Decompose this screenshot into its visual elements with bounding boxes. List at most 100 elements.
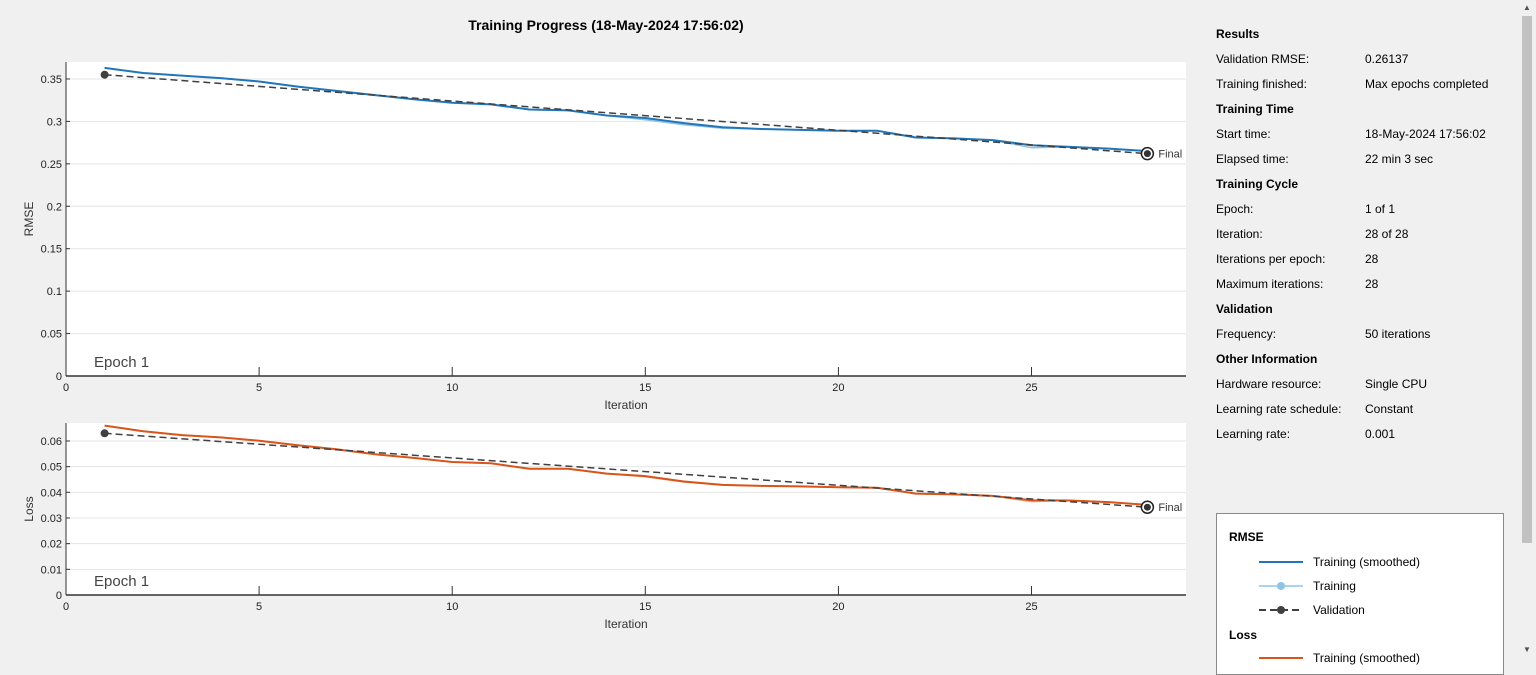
rmse-validation-line xyxy=(104,73,1148,155)
rmse-plot-area xyxy=(66,62,1186,376)
loss-xtick-label: 20 xyxy=(832,601,844,613)
info-row: Training finished: Max epochs completed xyxy=(1216,72,1516,97)
loss-validation-line xyxy=(104,432,1148,508)
legend-rmse-title: RMSE xyxy=(1229,530,1264,544)
rmse-final-marker-dot xyxy=(1143,150,1151,158)
rmse-xtick-label: 15 xyxy=(639,382,651,394)
info-row: Hardware resource: Single CPU xyxy=(1216,372,1516,397)
info-value: 18-May-2024 17:56:02 xyxy=(1365,127,1486,141)
loss-ytick-label: 0.05 xyxy=(41,462,62,474)
loss-epoch-label: Epoch 1 xyxy=(94,573,149,590)
loss-ytick-label: 0.04 xyxy=(41,487,62,499)
info-sections: Results Validation RMSE: 0.26137 Training f… xyxy=(1216,22,1516,447)
legend-item-rmse-smoothed: Training (smoothed) xyxy=(1257,552,1420,572)
info-row: Elapsed time: 22 min 3 sec xyxy=(1216,147,1516,172)
info-row: Epoch: 1 of 1 xyxy=(1216,197,1516,222)
rmse-ytick-label: 0.3 xyxy=(47,116,62,128)
legend-item-rmse-training: Training xyxy=(1257,576,1356,596)
legend-item-loss-smoothed: Training (smoothed) xyxy=(1257,648,1420,668)
info-section-title: Validation xyxy=(1216,302,1273,316)
info-value: 1 of 1 xyxy=(1365,202,1396,216)
info-value: 50 iterations xyxy=(1365,327,1431,341)
loss-xtick-label: 5 xyxy=(256,601,262,613)
legend-line-validation xyxy=(1259,606,1303,614)
loss-final-label: Final xyxy=(1158,502,1182,514)
info-panel: Results Validation RMSE: 0.26137 Training f… xyxy=(1216,22,1516,447)
rmse-ytick-label: 0.35 xyxy=(41,74,62,86)
rmse-xtick-label: 20 xyxy=(832,382,844,394)
info-value: 28 xyxy=(1365,277,1379,291)
legend-label: Validation xyxy=(1313,603,1365,617)
info-label: Iteration: xyxy=(1216,227,1263,241)
info-row: Frequency: 50 iterations xyxy=(1216,322,1516,347)
training-charts: Training Progress (18-May-2024 17:56:02)… xyxy=(22,17,1186,631)
legend-line-rmse-smoothed xyxy=(1259,561,1303,563)
info-label: Learning rate schedule: xyxy=(1216,402,1342,416)
info-section-title: Other Information xyxy=(1216,352,1318,366)
rmse-ytick-label: 0.15 xyxy=(41,244,62,256)
rmse-ytick-label: 0 xyxy=(56,371,62,383)
info-row: Maximum iterations: 28 xyxy=(1216,272,1516,297)
loss-ylabel: Loss xyxy=(22,496,36,521)
info-value: 22 min 3 sec xyxy=(1365,152,1434,166)
legend-box: RMSE Training (smoothed) Training Valida… xyxy=(1216,513,1504,675)
info-label: Frequency: xyxy=(1216,327,1277,341)
scrollbar-thumb[interactable] xyxy=(1522,16,1532,543)
info-row: Learning rate: 0.001 xyxy=(1216,422,1516,447)
info-value: 0.26137 xyxy=(1365,52,1409,66)
info-row: Learning rate schedule: Constant xyxy=(1216,397,1516,422)
loss-ytick-label: 0 xyxy=(56,590,62,602)
info-value: Constant xyxy=(1365,402,1414,416)
legend-line-rmse-training xyxy=(1259,582,1303,590)
info-label: Learning rate: xyxy=(1216,427,1291,441)
scroll-down-arrow-icon[interactable]: ▼ xyxy=(1523,645,1531,654)
rmse-chart: 0 0.05 0.1 0.15 0.2 0.25 0.3 0.35 0 5 10 15 20 25 Iter… xyxy=(22,62,1186,412)
rmse-epoch-label: Epoch 1 xyxy=(94,354,149,371)
info-section-title: Results xyxy=(1216,27,1260,41)
legend-item-rmse-validation: Validation xyxy=(1257,600,1365,620)
info-value: 28 xyxy=(1365,252,1379,266)
scroll-up-arrow-icon[interactable]: ▲ xyxy=(1523,3,1531,12)
chart-title: Training Progress (18-May-2024 17:56:02) xyxy=(468,17,743,33)
legend-label: Training xyxy=(1313,579,1356,593)
info-value: 0.001 xyxy=(1365,427,1396,441)
loss-xtick-label: 15 xyxy=(639,601,651,613)
loss-xtick-label: 0 xyxy=(63,601,69,613)
legend-label: Training (smoothed) xyxy=(1313,651,1420,665)
info-label: Iterations per epoch: xyxy=(1216,252,1326,266)
info-label: Elapsed time: xyxy=(1216,152,1289,166)
info-label: Validation RMSE: xyxy=(1216,52,1310,66)
info-label: Maximum iterations: xyxy=(1216,277,1324,291)
loss-chart: 0 0.01 0.02 0.03 0.04 0.05 0.06 0 5 10 15 20 25 Itera… xyxy=(22,423,1186,631)
loss-final-marker-dot xyxy=(1143,503,1151,511)
loss-plot-area xyxy=(66,423,1186,595)
info-row: Iterations per epoch: 28 xyxy=(1216,247,1516,272)
rmse-xtick-label: 10 xyxy=(446,382,458,394)
vertical-scrollbar[interactable]: ▲ ▼ xyxy=(1519,0,1536,658)
info-label: Training finished: xyxy=(1216,77,1307,91)
info-label: Epoch: xyxy=(1216,202,1254,216)
rmse-ylabel: RMSE xyxy=(22,202,36,237)
rmse-ytick-label: 0.2 xyxy=(47,201,62,213)
rmse-training-smoothed-line xyxy=(104,66,1148,153)
rmse-ytick-label: 0.25 xyxy=(41,159,62,171)
rmse-xlabel: Iteration xyxy=(604,398,647,412)
rmse-final-label: Final xyxy=(1158,149,1182,161)
info-value: Single CPU xyxy=(1365,377,1428,391)
loss-validation-point xyxy=(100,429,109,438)
loss-xtick-label: 25 xyxy=(1025,601,1037,613)
rmse-xtick-label: 0 xyxy=(63,382,69,394)
legend-label: Training (smoothed) xyxy=(1313,555,1420,569)
info-value: Max epochs completed xyxy=(1365,77,1489,91)
loss-xlabel: Iteration xyxy=(604,617,647,631)
info-label: Hardware resource: xyxy=(1216,377,1322,391)
rmse-validation-point xyxy=(100,70,109,79)
info-row: Start time: 18-May-2024 17:56:02 xyxy=(1216,122,1516,147)
info-row: Validation RMSE: 0.26137 xyxy=(1216,47,1516,72)
info-label: Start time: xyxy=(1216,127,1271,141)
info-section-title: Training Time xyxy=(1216,102,1294,116)
loss-ytick-label: 0.06 xyxy=(41,436,62,448)
loss-ytick-label: 0.01 xyxy=(41,564,62,576)
rmse-ytick-label: 0.1 xyxy=(47,286,62,298)
rmse-xtick-label: 5 xyxy=(256,382,262,394)
